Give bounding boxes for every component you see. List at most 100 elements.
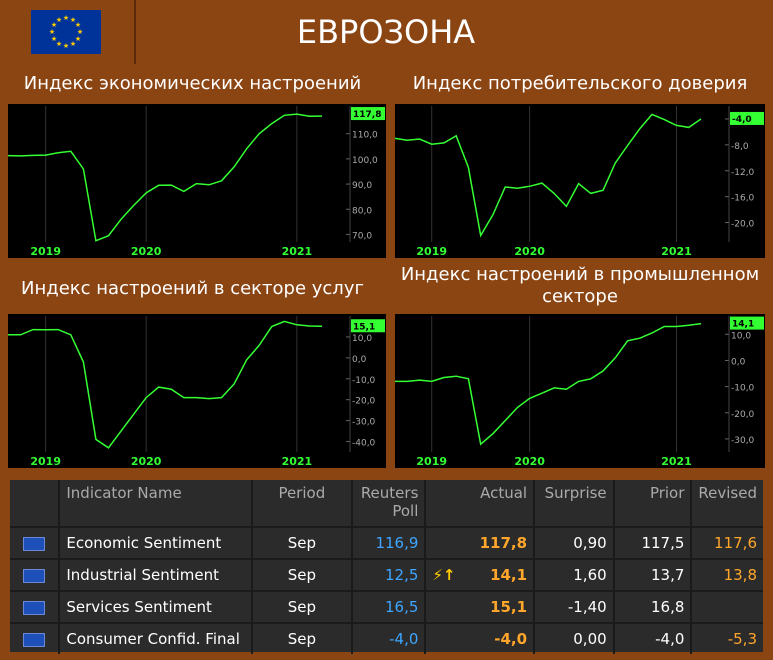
table-row[interactable]: Services Sentiment Sep 16,5 15,1 -1,40 1… [10, 590, 763, 623]
x-tick-label: 2020 [514, 245, 545, 258]
prior-value: 16,8 [612, 590, 692, 623]
series-line [395, 113, 702, 238]
x-tick-label: 2019 [30, 455, 61, 468]
current-value-box [351, 107, 385, 121]
reuters-poll: 116,9 [350, 526, 426, 559]
eu-flag-icon [10, 526, 60, 559]
y-tick-label: -20,0 [352, 397, 376, 407]
x-tick-label: 2021 [282, 245, 313, 258]
surprise-value: -1,40 [533, 590, 614, 623]
indicator-name: Consumer Confid. Final [58, 622, 253, 654]
actual-value: 117,8 [424, 526, 535, 559]
page-title: ЕВРОЗОНА [296, 13, 476, 51]
y-tick-label: 10,0 [731, 331, 751, 341]
svg-text:★: ★ [51, 35, 57, 43]
header-period: Period [251, 480, 352, 527]
current-value-box [351, 319, 385, 333]
current-value-box [730, 111, 764, 125]
chart-industrial-sentiment: 2019 2020 2021 10,0 0,0 -10,0 -20,0 -30,0 14,1 [395, 314, 765, 468]
indicator-table: Indicator Name Period Reuters Poll Actua… [10, 480, 763, 654]
chart-title-consumer: Индекс потребительского доверия [412, 73, 748, 94]
x-tick-label: 2019 [416, 245, 447, 258]
y-tick-label: 10,0 [352, 334, 372, 344]
revised-value [690, 590, 763, 623]
svg-text:★: ★ [70, 40, 76, 48]
series-line [8, 113, 323, 242]
chart-title-services: Индекс настроений в секторе услуг [21, 278, 364, 299]
revised-value: -5,3 [690, 622, 763, 654]
chart-economic-sentiment: 2019 2020 2021 110,0 100,0 90,0 80,0 70,0 117,8 [8, 104, 386, 258]
actual-value: ⚡↑ 14,1 [424, 558, 535, 591]
period: Sep [251, 558, 352, 591]
indicator-name: Industrial Sentiment [58, 558, 253, 591]
x-tick-label: 2021 [282, 455, 313, 468]
table-header-row: Indicator Name Period Reuters Poll Actua… [10, 480, 763, 527]
y-tick-label: -10,0 [731, 384, 755, 394]
y-tick-label: 110,0 [352, 131, 378, 141]
header-divider [134, 0, 136, 64]
x-tick-label: 2021 [661, 245, 692, 258]
y-tick-label: -16,0 [731, 194, 755, 204]
prior-value: 13,7 [612, 558, 692, 591]
current-value-label: 117,8 [353, 110, 381, 120]
y-tick-label: 90,0 [352, 181, 372, 191]
current-value-box [730, 316, 764, 330]
table-row[interactable]: Consumer Confid. Final Sep -4,0 -4,0 0,0… [10, 622, 763, 654]
svg-text:★: ★ [49, 28, 55, 36]
revised-value: 13,8 [690, 558, 763, 591]
header-prior: Prior [612, 480, 692, 527]
eu-flag-icon: ★ ★ ★ ★ ★ ★ ★ ★ ★ ★ ★ ★ [31, 10, 101, 54]
svg-text:★: ★ [77, 28, 83, 36]
eu-flag-icon [10, 622, 60, 654]
y-tick-label: 80,0 [352, 206, 372, 216]
y-tick-label: -20,0 [731, 410, 755, 420]
current-value-label: -4,0 [732, 115, 752, 125]
prior-value: -4,0 [612, 622, 692, 654]
y-tick-label: -20,0 [731, 220, 755, 230]
table-row[interactable]: Industrial Sentiment Sep 12,5 ⚡↑ 14,1 1,6… [10, 558, 763, 591]
indicator-name: Services Sentiment [58, 590, 253, 623]
y-tick-label: -40,0 [352, 439, 376, 449]
x-tick-label: 2020 [131, 245, 162, 258]
svg-text:★: ★ [75, 21, 81, 29]
actual-value: -4,0 [424, 622, 535, 654]
y-tick-label: 100,0 [352, 156, 378, 166]
header-indicator-name: Indicator Name [58, 480, 253, 527]
period: Sep [251, 590, 352, 623]
svg-text:★: ★ [56, 40, 62, 48]
series-line [395, 322, 702, 446]
table-row[interactable]: Economic Sentiment Sep 116,9 117,8 0,90 … [10, 526, 763, 559]
surprise-value: 1,60 [533, 558, 614, 591]
current-value-label: 15,1 [353, 322, 375, 332]
header-revised: Revised [690, 480, 763, 527]
y-tick-label: -30,0 [731, 436, 755, 446]
header-actual: Actual [424, 480, 535, 527]
reuters-poll: 12,5 [350, 558, 426, 591]
eu-flag-icon [10, 590, 60, 623]
y-tick-label: 0,0 [352, 355, 367, 365]
header-flag [10, 480, 59, 527]
revised-value: 117,6 [690, 526, 763, 559]
reuters-poll: 16,5 [350, 590, 426, 623]
indicator-name: Economic Sentiment [58, 526, 253, 559]
x-tick-label: 2019 [30, 245, 61, 258]
y-tick-label: -8,0 [731, 142, 749, 152]
chart-title-economic: Индекс экономических настроений [23, 73, 362, 94]
reuters-poll: -4,0 [350, 622, 426, 654]
chart-services-sentiment: 2019 2020 2021 10,0 0,0 -10,0 -20,0 -30,0 -40,0 1… [8, 314, 386, 468]
prior-value: 117,5 [612, 526, 692, 559]
svg-text:★: ★ [63, 14, 69, 22]
actual-value: 15,1 [424, 590, 535, 623]
y-tick-label: -12,0 [731, 168, 755, 178]
header-reuters-poll: Reuters Poll [350, 480, 426, 527]
period: Sep [251, 526, 352, 559]
x-tick-label: 2020 [514, 455, 545, 468]
series-line [8, 320, 323, 449]
y-tick-label: -30,0 [352, 418, 376, 428]
y-tick-label: -10,0 [352, 376, 376, 386]
header: ★ ★ ★ ★ ★ ★ ★ ★ ★ ★ ★ ★ ЕВРОЗОНА [0, 0, 773, 64]
svg-text:★: ★ [70, 16, 76, 24]
svg-text:★: ★ [56, 16, 62, 24]
svg-text:★: ★ [75, 35, 81, 43]
y-tick-label: 0,0 [731, 357, 746, 367]
